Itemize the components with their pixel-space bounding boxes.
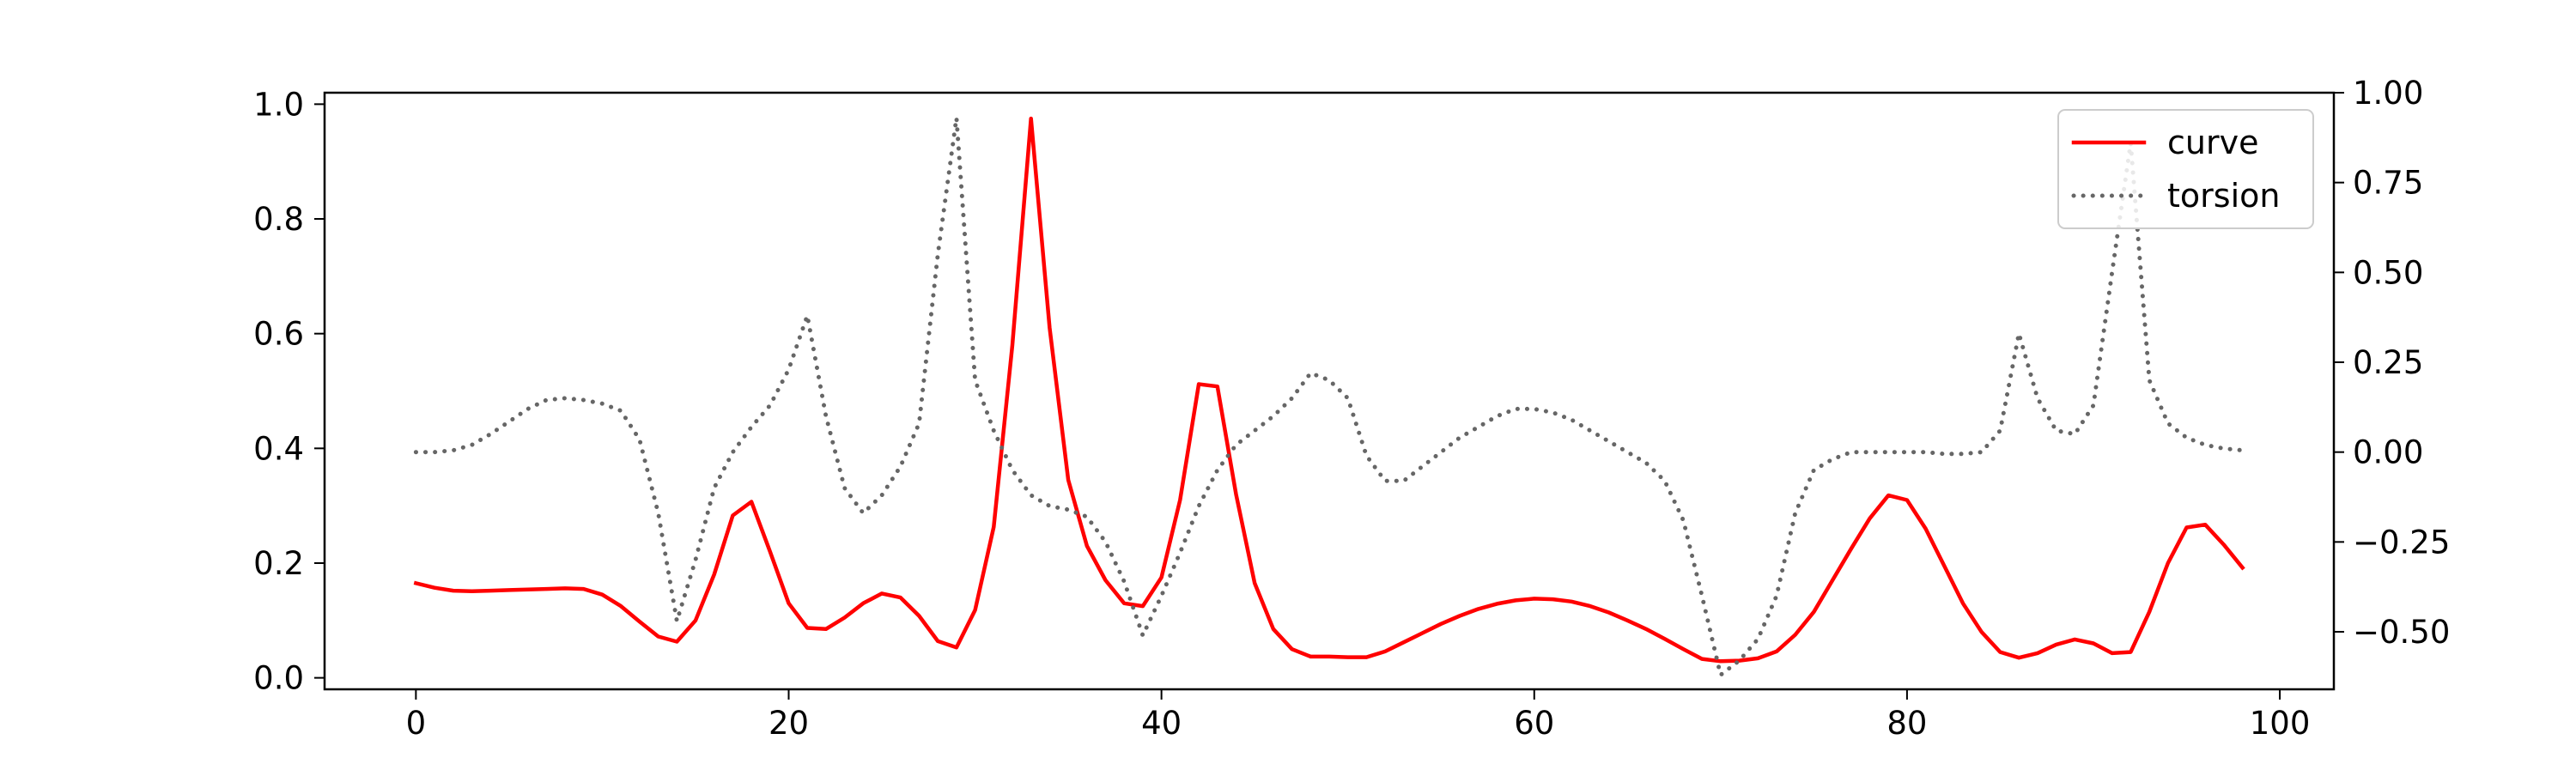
x-tick-label: 40 — [1141, 705, 1182, 742]
y2-tick-label: −0.50 — [2353, 614, 2450, 651]
y-tick-label: 0.2 — [253, 545, 304, 582]
legend-label-curve: curve — [2167, 124, 2258, 161]
y2-tick-label: 0.50 — [2353, 254, 2423, 291]
y2-tick-label: −0.25 — [2353, 524, 2450, 561]
legend-box — [2057, 109, 2314, 229]
y2-tick-label: 1.00 — [2353, 75, 2423, 112]
x-tick-label: 0 — [406, 705, 427, 742]
y2-tick-label: 0.00 — [2353, 434, 2423, 471]
x-tick-label: 100 — [2250, 705, 2311, 742]
y2-tick-label: 0.25 — [2353, 344, 2423, 381]
series-line-curve — [413, 116, 2245, 664]
x-tick-label: 80 — [1886, 705, 1927, 742]
legend-label-torsion: torsion — [2167, 177, 2280, 215]
legend: curve torsion — [2057, 109, 2314, 229]
y2-tick-label: 0.75 — [2353, 165, 2423, 202]
axes: 0 20 40 60 80 100 0.0 0.2 0.4 0.6 0.8 1.0 −0.50 −0.25… — [253, 75, 2450, 742]
x-tick-label: 20 — [769, 705, 809, 742]
y-tick-label: 0.4 — [253, 430, 304, 467]
y-tick-label: 1.0 — [253, 86, 304, 123]
y-tick-label: 0.6 — [253, 316, 304, 353]
plot-frame — [323, 91, 2336, 691]
x-tick-label: 60 — [1514, 705, 1554, 742]
series-line-torsion — [413, 115, 2245, 677]
plot-area — [413, 115, 2245, 677]
y-tick-label: 0.8 — [253, 201, 304, 238]
y-tick-label: 0.0 — [253, 660, 304, 697]
